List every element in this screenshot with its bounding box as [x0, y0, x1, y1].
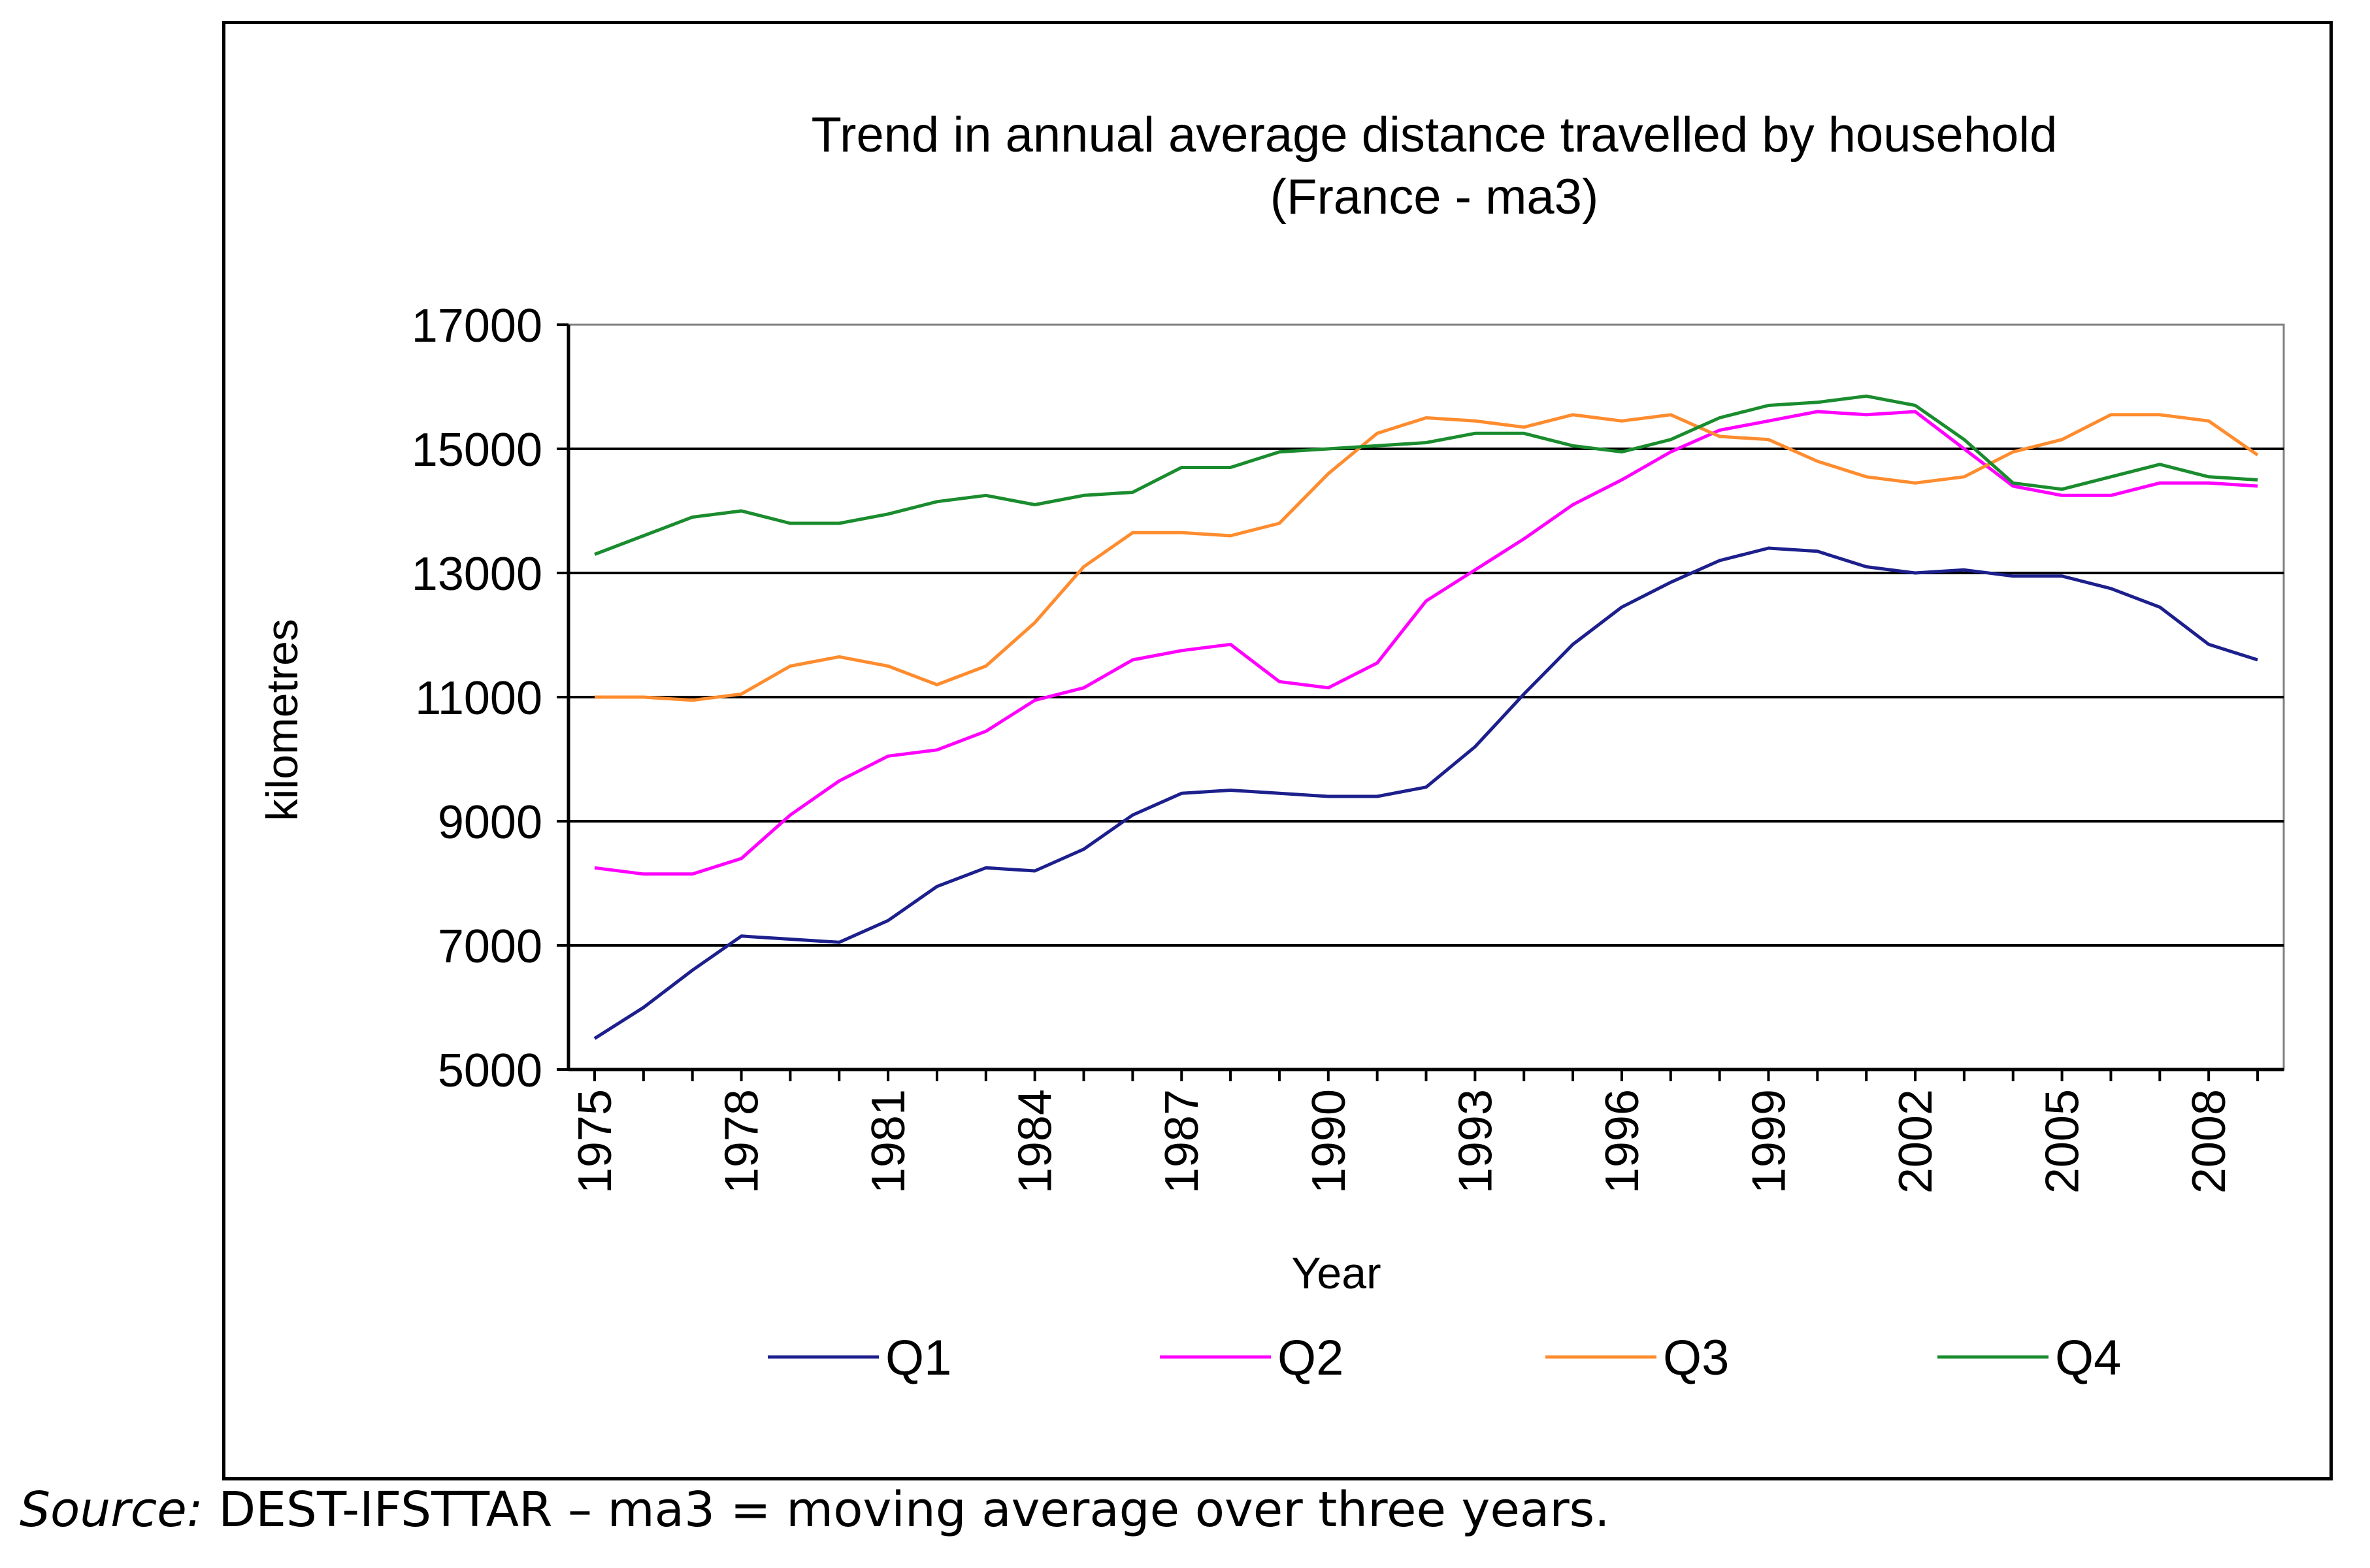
x-tick-label: 1987	[1156, 1089, 1208, 1194]
x-tick-label: 1996	[1596, 1089, 1649, 1194]
x-tick-label: 1993	[1449, 1089, 1502, 1194]
source-caption: Source: DEST-IFSTTAR – ma3 = moving aver…	[20, 1482, 1610, 1538]
x-tick-label: 1984	[1010, 1089, 1062, 1194]
chart-subtitle: (France - ma3)	[1270, 169, 1599, 225]
x-tick-label: 1990	[1303, 1089, 1355, 1194]
x-tick-label: 2005	[2037, 1089, 2089, 1194]
chart-svg: Trend in annual average distance travell…	[257, 107, 2285, 1386]
y-tick-label: 5000	[438, 1045, 542, 1097]
legend-label-q3: Q3	[1663, 1330, 1729, 1386]
x-tick-label: 1978	[716, 1089, 768, 1194]
source-text: DEST-IFSTTAR – ma3 = moving average over…	[203, 1482, 1610, 1538]
legend: Q1 Q2 Q3 Q4	[768, 1330, 2121, 1386]
legend-label-q2: Q2	[1277, 1330, 1343, 1386]
x-tick-label: 1981	[863, 1089, 915, 1194]
y-tick-label: 7000	[438, 921, 542, 973]
series-line-q1	[593, 546, 2258, 1040]
chart-title: Trend in annual average distance travell…	[812, 107, 2058, 163]
x-tick-label: 2008	[2183, 1089, 2235, 1194]
plot-area: 5000 7000 9000 11000 13000 15000 17000 1975 1978…	[412, 300, 2285, 1194]
x-axis-label: Year	[1291, 1249, 1381, 1298]
source-label: Source:	[20, 1482, 203, 1538]
x-tick-label: 1975	[569, 1089, 621, 1194]
x-tick-label: 2002	[1890, 1089, 1942, 1194]
y-tick-label: 17000	[412, 300, 542, 352]
x-tick-label: 1999	[1743, 1089, 1795, 1194]
legend-label-q4: Q4	[2055, 1330, 2121, 1386]
legend-label-q1: Q1	[885, 1330, 951, 1386]
y-tick-label: 13000	[412, 548, 542, 600]
series-line-q2	[594, 410, 2258, 876]
y-tick-label: 11000	[415, 672, 542, 725]
series-line-q3	[595, 413, 2259, 702]
y-axis-label: kilometres	[257, 619, 307, 821]
y-tick-label: 15000	[412, 424, 542, 476]
series-line-q4	[594, 394, 2258, 556]
chart-frame: Trend in annual average distance travell…	[222, 21, 2333, 1480]
y-tick-label: 9000	[438, 796, 542, 849]
